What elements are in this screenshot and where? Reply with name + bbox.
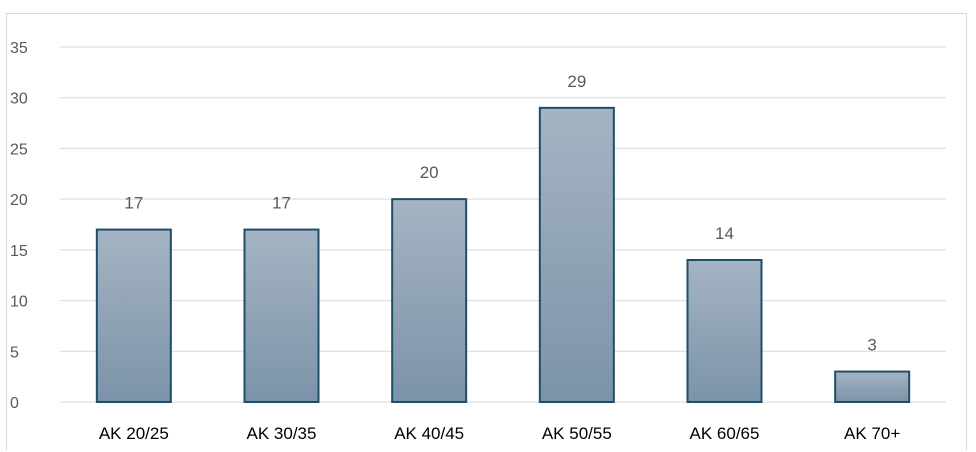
x-category-label: AK 70+: [844, 424, 900, 443]
y-tick-label: 35: [10, 40, 28, 57]
chart-frame: [6, 13, 967, 451]
x-category-label: AK 50/55: [542, 424, 612, 443]
y-tick-label: 10: [10, 294, 28, 311]
data-labels: 17 17 20 29 14 3: [124, 72, 877, 355]
bar-ak-30-35: [243, 228, 320, 403]
y-tick-label: 15: [10, 243, 28, 260]
y-tick-label: 20: [10, 192, 28, 209]
data-label: 29: [567, 72, 586, 91]
bar-ak-40-45: [391, 198, 468, 403]
bar-ak-60-65: [686, 259, 763, 403]
data-label: 3: [867, 336, 876, 355]
bar-ak-50-55: [538, 106, 615, 403]
data-label: 20: [420, 163, 439, 182]
y-tick-label: 25: [10, 141, 28, 158]
bar-ak-20-25: [95, 228, 172, 403]
bars: [95, 106, 911, 404]
x-category-label: AK 20/25: [99, 424, 169, 443]
y-axis-tick-labels: 0 5 10 15 20 25 30 35: [10, 40, 28, 412]
gridlines: [60, 46, 946, 403]
data-label: 14: [715, 224, 734, 243]
bar-ak-70-: [834, 370, 911, 404]
y-tick-label: 5: [10, 344, 19, 361]
x-category-label: AK 40/45: [394, 424, 464, 443]
y-tick-label: 30: [10, 91, 28, 108]
y-tick-label: 0: [10, 395, 19, 412]
data-label: 17: [124, 194, 143, 213]
x-category-label: AK 60/65: [690, 424, 760, 443]
data-label: 17: [272, 194, 291, 213]
x-category-label: AK 30/35: [247, 424, 317, 443]
x-axis-category-labels: AK 20/25 AK 30/35 AK 40/45 AK 50/55 AK 60/65…: [99, 424, 900, 443]
